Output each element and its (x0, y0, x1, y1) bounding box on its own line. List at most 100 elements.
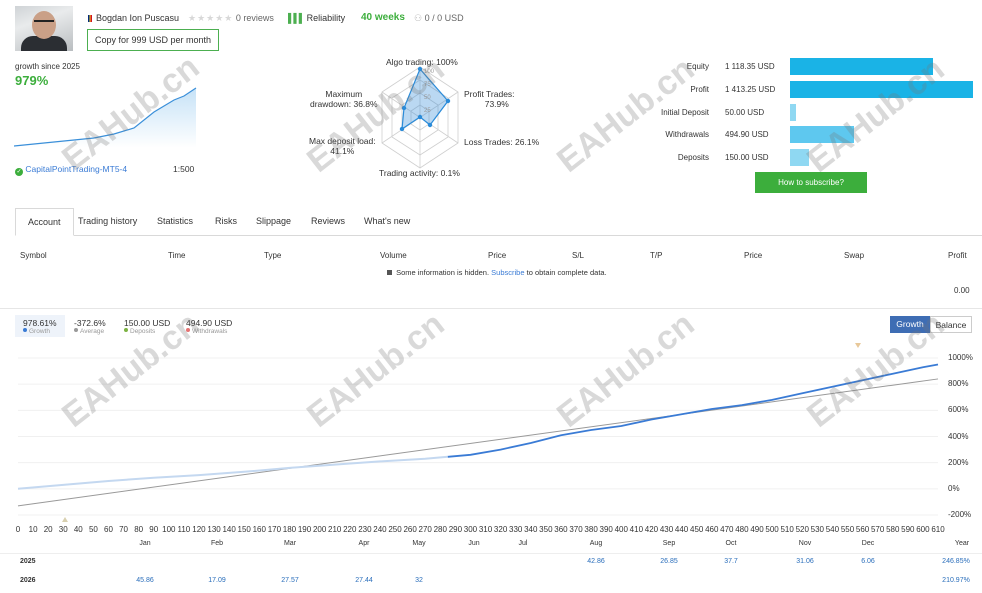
reviews[interactable]: ★★★★★ 0 reviews (188, 13, 274, 23)
growth-mini-chart (14, 87, 197, 148)
tab-account[interactable]: Account (15, 208, 74, 236)
reliability: ▌▌▌ Reliability (288, 13, 346, 23)
chart-grid (18, 357, 938, 516)
y-tick-label: 800% (948, 379, 969, 389)
month-return[interactable]: 45.86 (136, 577, 154, 584)
month-return[interactable]: 32 (415, 577, 423, 584)
author-name[interactable]: Bogdan Ion Puscasu (88, 13, 179, 23)
col-profit[interactable]: Profit (948, 251, 967, 260)
x-tick-label: 500 (765, 525, 779, 534)
x-tick-label: 540 (825, 525, 840, 534)
subscribers-icon: ⚇ (414, 13, 423, 23)
month-return[interactable]: 26.85 (660, 558, 678, 565)
tab-statistics[interactable]: Statistics (157, 216, 194, 226)
x-tick-label: 600 (916, 525, 930, 534)
growth-value: 979% (15, 73, 49, 88)
tab-trading-history[interactable]: Trading history (78, 216, 138, 226)
month-return[interactable]: 17.09 (208, 577, 226, 584)
balance-value: 150.00 USD (725, 153, 769, 162)
year-label: 2025 (20, 558, 36, 565)
x-tick-label: 270 (418, 525, 432, 534)
month-label: Year (954, 540, 970, 547)
col-volume[interactable]: Volume (380, 251, 407, 260)
leverage: 1:500 (173, 164, 195, 174)
col-time[interactable]: Time (168, 251, 186, 260)
x-tick-label: 40 (73, 525, 83, 534)
y-tick-label: 1000% (948, 353, 973, 362)
tab-risks[interactable]: Risks (215, 216, 237, 226)
radar-tick-75: 75 (424, 82, 431, 88)
legend-average[interactable]: -372.6% Average (74, 318, 106, 335)
x-tick-label: 220 (343, 525, 357, 534)
month-label: Aug (589, 540, 603, 547)
x-tick-label: 230 (358, 525, 372, 534)
month-return[interactable]: 27.57 (281, 577, 299, 584)
legend-growth[interactable]: 978.61% Growth (15, 315, 65, 337)
x-tick-label: 330 (509, 525, 523, 534)
col-price[interactable]: Price (488, 251, 507, 260)
col-tp[interactable]: T/P (650, 251, 663, 260)
month-label: Oct (725, 540, 737, 547)
x-tick-label: 610 (931, 525, 945, 534)
legend-withdrawals[interactable]: 494.90 USD Withdrawals (186, 318, 233, 335)
col-price-close[interactable]: Price (744, 251, 763, 260)
balance-value: 1 118.35 USD (725, 62, 775, 71)
month-return[interactable]: 31.06 (796, 558, 814, 565)
subscribe-link[interactable]: Subscribe (491, 268, 525, 277)
how-to-subscribe-button[interactable]: How to subscribe? (755, 172, 867, 193)
balance-label: Profit (690, 85, 709, 94)
x-tick-label: 150 (237, 525, 251, 534)
growth-label: growth since 2025 (15, 62, 80, 71)
month-return[interactable]: 246.85% (942, 558, 970, 565)
romania-flag-icon (88, 15, 92, 22)
x-tick-label: 180 (282, 525, 297, 534)
growth-toggle-button[interactable]: Growth (890, 316, 930, 333)
x-tick-label: 120 (192, 525, 206, 534)
legend-deposits[interactable]: 150.00 USD Deposits (124, 318, 171, 335)
month-return[interactable]: 37.7 (724, 558, 738, 565)
col-sl[interactable]: S/L (572, 251, 585, 260)
x-tick-label: 490 (750, 525, 764, 534)
balance-label: Withdrawals (665, 130, 709, 139)
x-tick-label: 140 (222, 525, 236, 534)
mini-chart-area (14, 88, 196, 148)
x-tick-label: 520 (795, 525, 809, 534)
tab-whats-new[interactable]: What's new (364, 216, 411, 226)
month-return[interactable]: 210.97% (942, 577, 970, 584)
month-label: May (412, 540, 426, 547)
month-return[interactable]: 27.44 (355, 577, 373, 584)
balance-bar (790, 126, 854, 143)
radar-loss-label: Loss Trades: 26.1% (464, 137, 540, 147)
x-tick-label: 190 (297, 525, 312, 534)
x-tick-label: 250 (388, 525, 402, 534)
x-tick-label: 320 (493, 525, 508, 534)
tab-slippage[interactable]: Slippage (256, 216, 292, 226)
year-row-divider (0, 553, 982, 554)
x-tick-label: 530 (810, 525, 825, 534)
mini-chart-line (14, 87, 197, 147)
balance-bar (790, 104, 796, 121)
balance-toggle-button[interactable]: Balance (930, 316, 972, 333)
x-tick-label: 210 (328, 525, 342, 534)
broker-link[interactable]: ✓ CapitalPointTrading-MT5-4 (15, 164, 128, 176)
x-tick-label: 430 (659, 525, 674, 534)
growth-line (447, 363, 939, 458)
month-return[interactable]: 42.86 (587, 558, 605, 565)
month-label: Mar (283, 540, 297, 547)
x-tick-label: 420 (644, 525, 659, 534)
col-swap[interactable]: Swap (844, 251, 865, 260)
copy-button[interactable]: Copy for 999 USD per month (87, 29, 219, 51)
year-label: 2026 (20, 577, 36, 584)
tab-reviews[interactable]: Reviews (311, 216, 346, 226)
col-type[interactable]: Type (264, 251, 282, 260)
avatar[interactable] (15, 6, 73, 51)
x-tick-label: 260 (403, 525, 417, 534)
month-label: Apr (358, 540, 370, 547)
month-return[interactable]: 6.06 (861, 558, 875, 565)
tab-bar: Account Trading history Statistics Risks… (15, 208, 982, 236)
col-symbol[interactable]: Symbol (20, 251, 47, 260)
radar-drawdown-label: Maximum drawdown: 36.8% (310, 89, 378, 109)
lock-icon (387, 270, 392, 275)
rating-stars-icon: ★★★★★ (188, 13, 234, 23)
x-tick-label: 300 (463, 525, 478, 534)
